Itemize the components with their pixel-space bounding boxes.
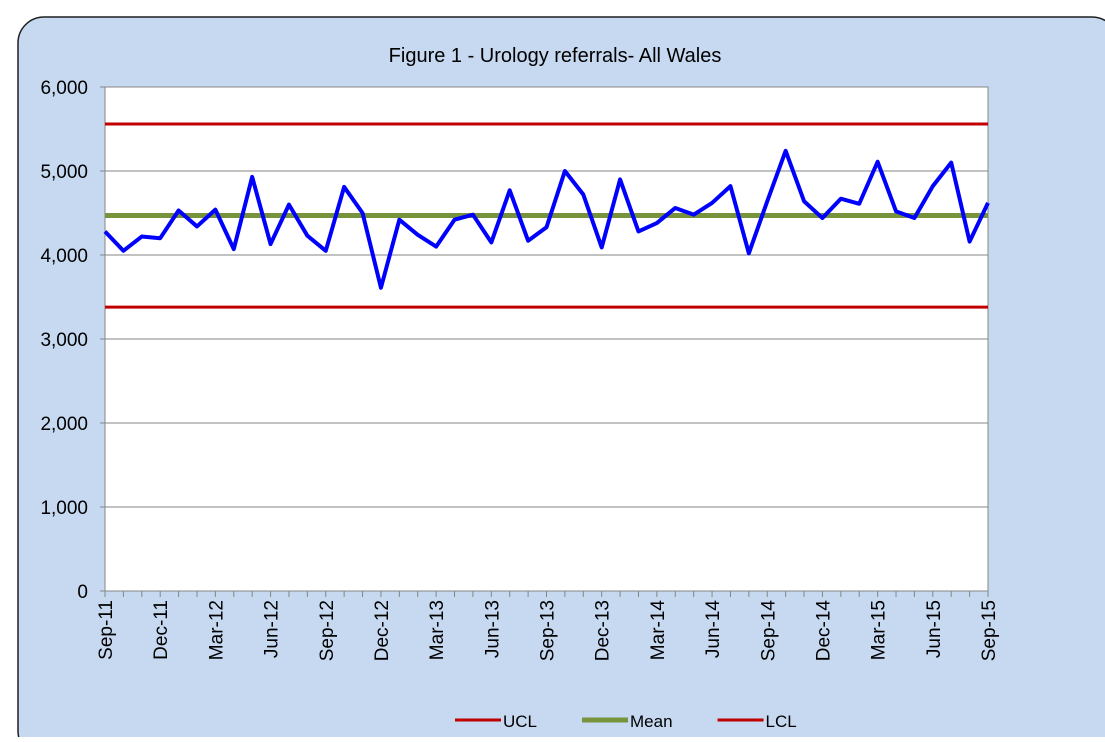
x-tick-label: Dec-12: [372, 600, 393, 661]
x-tick-label: Sep-11: [96, 600, 117, 660]
legend-label: UCL: [503, 712, 537, 731]
x-tick-label: Sep-12: [317, 600, 338, 661]
x-tick-label: Mar-12: [206, 600, 227, 660]
x-tick-label: Mar-13: [427, 600, 448, 660]
x-tick-label: Mar-14: [648, 600, 669, 661]
y-tick-label: 4,000: [40, 246, 88, 267]
y-tick-label: 2,000: [40, 414, 88, 435]
series-line: [103, 148, 990, 290]
x-tick-label: Sep-14: [758, 600, 779, 662]
y-tick-label: 1,000: [40, 498, 88, 519]
x-tick-label: Dec-11: [151, 600, 172, 660]
y-tick-label: 5,000: [40, 162, 88, 183]
x-tick-label: Jun-15: [924, 600, 945, 658]
x-tick-label: Dec-13: [593, 600, 614, 661]
legend-label: LCL: [766, 712, 797, 731]
legend-label: Mean: [630, 712, 673, 731]
y-tick-label: 6,000: [40, 78, 88, 99]
x-tick-label: Sep-15: [979, 600, 1000, 661]
x-tick-label: Dec-14: [813, 600, 834, 662]
x-tick-label: Jun-14: [703, 600, 724, 659]
y-tick-label: 3,000: [40, 330, 88, 351]
x-tick-label: Sep-13: [538, 600, 559, 661]
x-tick-label: Mar-15: [869, 600, 890, 660]
x-tick-label: Jun-12: [262, 600, 283, 658]
chart-title: Figure 1 - Urology referrals- All Wales: [389, 45, 722, 67]
y-tick-label: 0: [77, 582, 88, 603]
x-tick-label: Jun-13: [482, 600, 503, 658]
